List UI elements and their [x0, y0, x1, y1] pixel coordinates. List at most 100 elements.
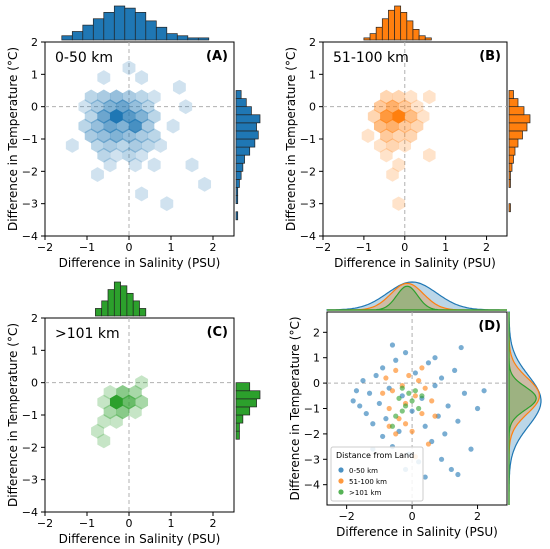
hexbin-cell [380, 147, 393, 163]
x-tick-label: −1 [79, 517, 95, 530]
hexbin-cell [398, 118, 412, 134]
hexbin-cell [109, 394, 123, 410]
scatter-point [422, 423, 428, 429]
y-tick-label: −4 [304, 479, 320, 492]
marginal-x-bar [61, 35, 73, 41]
scatter-point [353, 388, 360, 394]
marginal-y-bar [235, 398, 257, 408]
scatter-point [438, 456, 445, 462]
legend-box [330, 446, 424, 502]
hexbin-cell [122, 89, 136, 105]
hexbin-cell [160, 196, 174, 212]
marginal-y-bar [508, 90, 514, 99]
hexbin-cell [97, 70, 111, 85]
scatter-point [445, 403, 451, 409]
hexbin-cell [154, 138, 167, 153]
marginal-x-bar [187, 37, 199, 41]
scatter-point [393, 413, 399, 419]
hexbin-cell [122, 128, 136, 144]
y-tick-label: −4 [300, 230, 316, 243]
scatter-point [448, 466, 454, 473]
hexbin-cell [147, 108, 161, 124]
marginal-x-bar [381, 18, 389, 41]
marginal-x-bar [424, 37, 432, 41]
hexbin-cell [198, 176, 212, 192]
y-tick-label: −3 [22, 198, 38, 211]
y-tick-label: 0 [31, 377, 38, 390]
panel-a: −2 −1 0 1 2 −4 −3 −2 −1 0 1 2 Difference in Salinity… [6, 5, 261, 270]
y-axis-label: Difference in Temperature (°C) [284, 47, 298, 231]
y-tick-label: −4 [22, 506, 38, 519]
marginal-y-bar [235, 98, 247, 108]
hexbin-cell [122, 108, 136, 124]
scatter-point [412, 370, 418, 376]
marginal-y-bar [508, 114, 531, 124]
scatter-point [422, 474, 428, 480]
hexbin-cell [103, 157, 117, 173]
hexbin-cell [135, 186, 149, 202]
marginal-y-bar [235, 422, 240, 432]
y-tick-label: −2 [304, 428, 320, 441]
inset-label: 0-50 km [55, 50, 113, 66]
scatter-point [406, 372, 412, 379]
marginal-x-kde [326, 281, 507, 311]
legend: Distance from Land 0-50 km 51-100 km >101 k… [330, 446, 424, 502]
marginal-x-bar [394, 5, 402, 41]
scatter-point [461, 390, 468, 396]
hexbin-cell [135, 128, 149, 144]
hexbin-cell [109, 89, 123, 105]
marginal-y-bar [508, 138, 519, 148]
marginal-x-bar [132, 300, 140, 317]
hexbin-cell [386, 118, 399, 134]
hexbin-cell [128, 384, 142, 400]
hexbin-cell [78, 118, 92, 134]
marginal-y-bar [235, 130, 259, 140]
legend-marker [338, 467, 344, 473]
panel-b: −2 −1 0 1 2 −4 −3 −2 −1 0 1 2 Difference in Salinity… [284, 5, 531, 270]
marginal-y-bar [508, 146, 516, 156]
scatter-point [389, 388, 396, 394]
legend-entry: >101 km [349, 489, 382, 497]
marginal-y-bar [508, 203, 511, 213]
scatter-point [419, 393, 425, 399]
hexbin-cell [116, 138, 130, 153]
marginal-y-bar [508, 130, 523, 140]
marginal-y-bar [508, 98, 519, 108]
y-tick-label: 0 [313, 377, 320, 390]
hexbin-cell [135, 147, 149, 163]
scatter-point [416, 377, 422, 384]
hexbin-cell [367, 109, 381, 124]
hexbin-cell [147, 128, 161, 144]
marginal-x-bar [363, 37, 371, 41]
scatter-point [386, 405, 392, 412]
marginal-x-bar [95, 308, 103, 317]
x-axis-label: Difference in Salinity (PSU) [59, 532, 221, 546]
scatter-point [432, 383, 438, 389]
inset-label: 51-100 km [333, 50, 409, 66]
y-tick-label: −4 [22, 230, 38, 243]
marginal-x-bar [388, 9, 395, 41]
marginal-y-kde [508, 312, 537, 505]
hexbin-cell [128, 157, 142, 173]
x-tick-label: −1 [79, 241, 95, 254]
scatter-point [402, 403, 409, 409]
hexbin-cell [109, 108, 123, 124]
hexbin-cell [423, 147, 436, 163]
legend-entry: 0-50 km [349, 467, 378, 475]
legend-marker [338, 489, 344, 495]
scatter-point [399, 408, 405, 414]
hexbin-cell [122, 60, 136, 76]
hexbin-cell [386, 138, 399, 153]
scatter-point [458, 344, 464, 351]
hexbin-cell [141, 99, 155, 115]
hexbin-cell [116, 384, 130, 400]
marginal-y-bar [235, 170, 242, 180]
y-tick-label: 1 [309, 68, 316, 81]
marginal-y-bar [235, 211, 239, 221]
hexbin-cell [97, 433, 111, 449]
scatter-point [357, 403, 363, 409]
hexbin-cell [373, 118, 387, 134]
hexbin-cell [97, 147, 111, 163]
marginal-y-bar [508, 170, 511, 180]
hexbin-cell [423, 89, 436, 105]
